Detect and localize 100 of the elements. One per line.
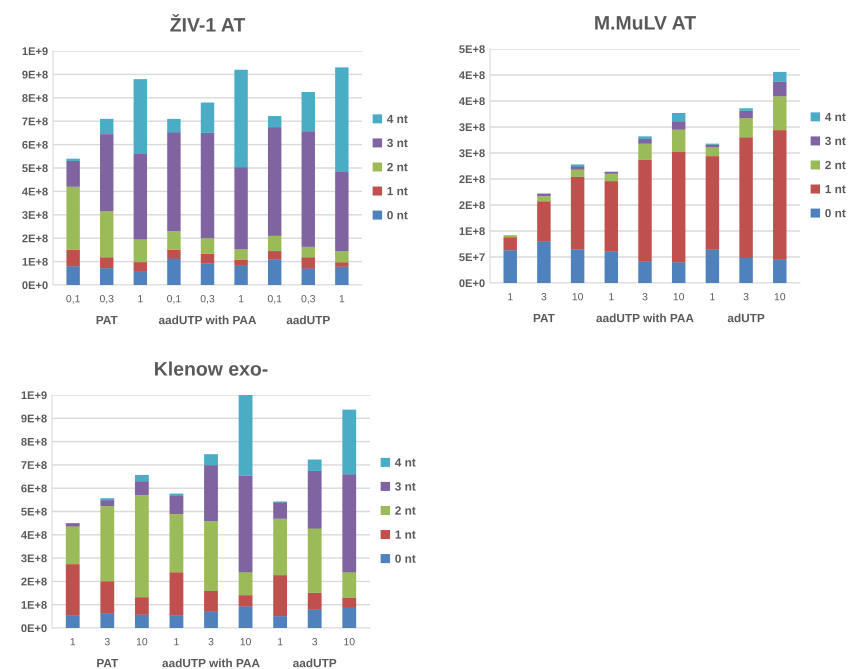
text: adUTP (728, 314, 764, 322)
bar (604, 181, 618, 252)
text: PAT (97, 658, 118, 668)
x-tick-label: 1 (278, 638, 283, 646)
y-tick-label: 9E+8 (21, 414, 47, 422)
bar (706, 250, 720, 283)
bar (342, 608, 356, 628)
bar (273, 616, 288, 628)
legend-label: 4 nt (386, 114, 408, 124)
legend-label: 3 nt (387, 138, 408, 148)
x-tick-label: 1 (238, 295, 244, 302)
bar (268, 251, 282, 260)
text: aadUTP with PAA (162, 658, 260, 668)
x-tick-label: 10 (240, 638, 251, 646)
x-tick-label: 1 (710, 293, 715, 300)
x-tick-label: 10 (674, 292, 684, 300)
bar (268, 236, 282, 252)
bar (204, 590, 218, 612)
bar (739, 137, 753, 258)
legend-label: 1 nt (388, 187, 408, 196)
y-tick-label: 3E+8 (21, 554, 47, 562)
x-tick-label: 0,3 (301, 294, 316, 304)
legend-label: 4 nt (394, 458, 416, 467)
bar (204, 521, 218, 591)
legend-label: 1 nt (826, 185, 846, 194)
y-tick-label: 5E+7 (459, 253, 485, 262)
bar (308, 470, 322, 529)
legend-label: 4 nt (824, 112, 846, 122)
y-tick-label: 2E+8 (21, 578, 47, 586)
bar (238, 395, 252, 476)
legend-label: 1 nt (396, 530, 416, 539)
legend-label: 0 nt (825, 208, 846, 218)
bar (570, 166, 584, 170)
legend-label: 3 nt (825, 136, 846, 146)
bar (273, 502, 288, 519)
y-tick-label: 0E+0 (21, 624, 47, 632)
y-tick-label: 1E+9 (22, 391, 47, 400)
bar (134, 79, 148, 154)
x-tick-label: 0,3 (200, 294, 214, 304)
bar (66, 526, 80, 564)
bar (672, 121, 686, 130)
bar (134, 597, 149, 615)
bar (302, 246, 315, 258)
x-tick-label: 0,1 (167, 294, 181, 304)
bar (773, 72, 787, 82)
y-tick-label: 0E+0 (22, 281, 48, 290)
chart-title: ŽIV-1 AT (170, 14, 246, 32)
bar (100, 211, 114, 258)
y-tick-label: 5E+8 (22, 164, 48, 172)
bar (167, 258, 181, 285)
x-tick-label: 0,1 (66, 294, 80, 304)
text: PAT (96, 316, 118, 324)
y-tick-label: 3E+8 (459, 123, 485, 132)
bar (200, 102, 214, 133)
bar (342, 572, 356, 598)
bar (134, 481, 149, 496)
bar (66, 615, 80, 628)
y-tick-label: 8E+8 (21, 438, 47, 446)
bar (134, 474, 149, 482)
bar (100, 257, 114, 268)
bar (170, 514, 184, 572)
y-tick-label: 0E+0 (459, 279, 485, 288)
x-tick-label: 10 (572, 292, 583, 300)
x-tick-label: 0,1 (268, 294, 282, 304)
bar (200, 254, 214, 264)
bar (234, 70, 248, 168)
legend-label: 0 nt (387, 210, 408, 220)
bar (342, 410, 356, 474)
bar (167, 231, 181, 250)
bar (100, 118, 114, 134)
y-tick-label: 9E+8 (22, 70, 48, 79)
bar (302, 257, 315, 269)
text: aadUTP (293, 658, 336, 668)
x-tick-label: 3 (208, 638, 214, 646)
text: PAT (534, 314, 555, 322)
bar (773, 82, 787, 96)
bar (302, 268, 315, 285)
bar (234, 249, 248, 260)
bar (273, 518, 288, 576)
bar (604, 252, 618, 283)
y-tick-label: 5E+8 (21, 508, 47, 516)
legend-label: 2 nt (387, 162, 408, 172)
bar (170, 615, 184, 628)
bar (204, 612, 218, 628)
x-tick-label: 10 (774, 292, 786, 300)
bar (706, 156, 720, 250)
y-tick-label: 3E+8 (22, 211, 48, 219)
y-tick-label: 5E+8 (459, 45, 485, 54)
bar (335, 251, 349, 262)
bar (308, 610, 322, 628)
bar (302, 131, 315, 247)
bar (570, 176, 584, 250)
bar (234, 260, 248, 266)
bar (273, 575, 288, 616)
bar (204, 454, 218, 466)
bar (134, 271, 148, 285)
x-tick-label: 3 (541, 292, 546, 300)
bar (537, 194, 551, 196)
bar (638, 160, 652, 262)
chart-title: M.MuLV AT (595, 16, 696, 30)
